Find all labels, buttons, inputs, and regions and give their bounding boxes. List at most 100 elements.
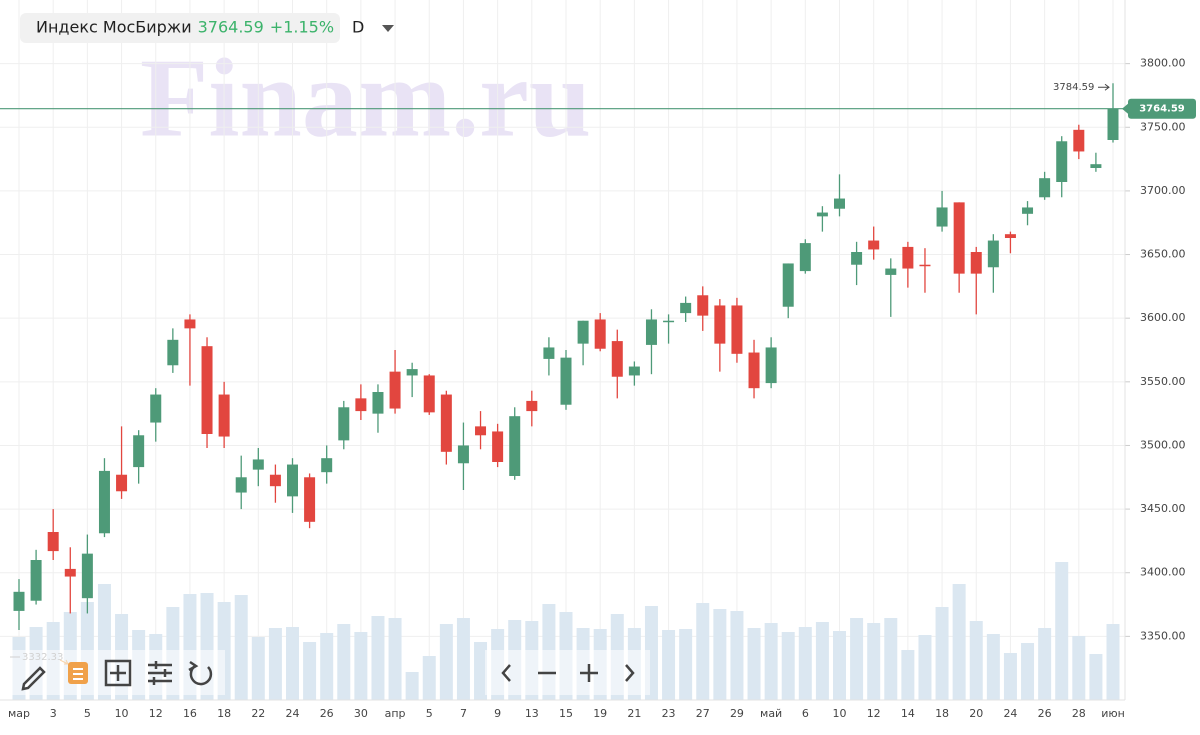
candle-body	[338, 407, 350, 441]
candle-body	[30, 560, 42, 601]
volume-bar	[901, 650, 915, 700]
volume-bar	[662, 630, 676, 700]
candle-body	[953, 202, 965, 274]
candle-body	[628, 366, 640, 376]
x-tick-label: 6	[802, 707, 809, 720]
volume-bar	[781, 632, 795, 700]
last-price-tag	[1128, 98, 1196, 119]
x-tick-label: 16	[183, 707, 197, 720]
high-arrow	[1098, 83, 1110, 91]
x-tick-label: 13	[525, 707, 539, 720]
candle-body	[987, 240, 999, 268]
candle-body	[680, 302, 692, 314]
candle-body	[389, 371, 401, 409]
volume-bar	[303, 642, 317, 700]
candle-body	[321, 458, 333, 473]
volume-bar	[1003, 653, 1017, 700]
volume-bar	[713, 609, 727, 700]
high-label: 3784.59	[1053, 82, 1094, 93]
header-box	[20, 13, 340, 43]
candle-body	[440, 394, 452, 452]
y-tick-label: 3550.00	[1140, 375, 1186, 388]
candle-body	[902, 246, 914, 269]
candle-body	[133, 435, 145, 468]
volume-bar	[371, 616, 385, 700]
candle-body	[611, 341, 623, 377]
volume-bar	[286, 627, 299, 700]
candle-body	[1039, 178, 1051, 198]
volume-bar	[969, 621, 983, 700]
x-tick-label: 14	[901, 707, 915, 720]
watermark: Finam.ru	[140, 37, 591, 161]
volume-bar	[439, 624, 453, 700]
y-tick-label: 3500.00	[1140, 438, 1186, 451]
interval-dropdown[interactable]	[382, 25, 394, 32]
volume-bar	[730, 611, 744, 700]
add-indicator[interactable]	[104, 659, 132, 687]
candle-body	[304, 477, 316, 522]
volume-bar	[234, 595, 248, 700]
candle-body	[355, 398, 367, 412]
volume-bar	[952, 584, 966, 700]
volume-bar	[1089, 654, 1103, 700]
candle-body	[406, 369, 418, 376]
candle-body	[851, 252, 863, 265]
candle-body	[1107, 108, 1119, 140]
x-tick-label: 5	[84, 707, 91, 720]
candle-body	[748, 352, 760, 389]
x-tick-label: 9	[494, 707, 501, 720]
candle-body	[936, 207, 948, 227]
volume-bar	[833, 631, 846, 700]
x-tick-label: 21	[627, 707, 641, 720]
interval-selector[interactable]: D	[352, 18, 364, 37]
volume-bar	[935, 607, 949, 700]
candle-body	[1022, 207, 1034, 214]
candle-body	[81, 553, 93, 599]
candle-body	[47, 532, 59, 552]
candle-body	[782, 263, 794, 307]
volume-bar	[268, 628, 282, 700]
candle-body	[1056, 141, 1068, 182]
candle-body	[868, 240, 880, 250]
y-tick-label: 3400.00	[1140, 566, 1186, 579]
candle-body	[167, 339, 179, 366]
candle-body	[697, 295, 709, 316]
x-tick-label: 26	[1038, 707, 1052, 720]
y-tick-label: 3750.00	[1140, 120, 1186, 133]
header: Индекс МосБиржи 3764.59 +1.15% D	[20, 13, 394, 43]
candle-body	[457, 445, 469, 464]
candle-body	[509, 416, 521, 476]
candle-body	[1004, 234, 1016, 238]
candle-body	[218, 394, 230, 437]
scroll-right[interactable]	[625, 664, 635, 682]
volume-bar	[1072, 636, 1086, 700]
volume-bar	[747, 628, 761, 700]
volume-bar	[388, 618, 402, 700]
x-tick-label: 29	[730, 707, 744, 720]
settings-tool[interactable]	[148, 661, 172, 685]
reset-tool[interactable]	[189, 664, 213, 686]
zoom-in[interactable]	[580, 664, 598, 682]
candle-body	[235, 477, 247, 493]
y-tick-label: 3350.00	[1140, 629, 1186, 642]
candle-body	[799, 243, 811, 272]
x-tick-label: 19	[593, 707, 607, 720]
x-tick-label: июн	[1101, 707, 1125, 720]
draw-tool[interactable]	[21, 666, 46, 691]
volume-bar	[850, 618, 864, 700]
candle-body	[645, 319, 657, 345]
nav-bg	[485, 650, 650, 695]
x-tick-label: 24	[1003, 707, 1017, 720]
y-tick-label: 3650.00	[1140, 248, 1186, 261]
x-tick-label: 23	[662, 707, 676, 720]
candle-body	[714, 305, 726, 344]
x-tick-label: 30	[354, 707, 368, 720]
header-price: 3764.59	[198, 18, 264, 37]
candle-body	[816, 212, 828, 217]
volume-bar	[251, 637, 265, 700]
volume-bar	[337, 624, 351, 700]
x-tick-label: 3	[50, 707, 57, 720]
x-tick-label: май	[760, 707, 782, 720]
scroll-left[interactable]	[501, 664, 511, 682]
